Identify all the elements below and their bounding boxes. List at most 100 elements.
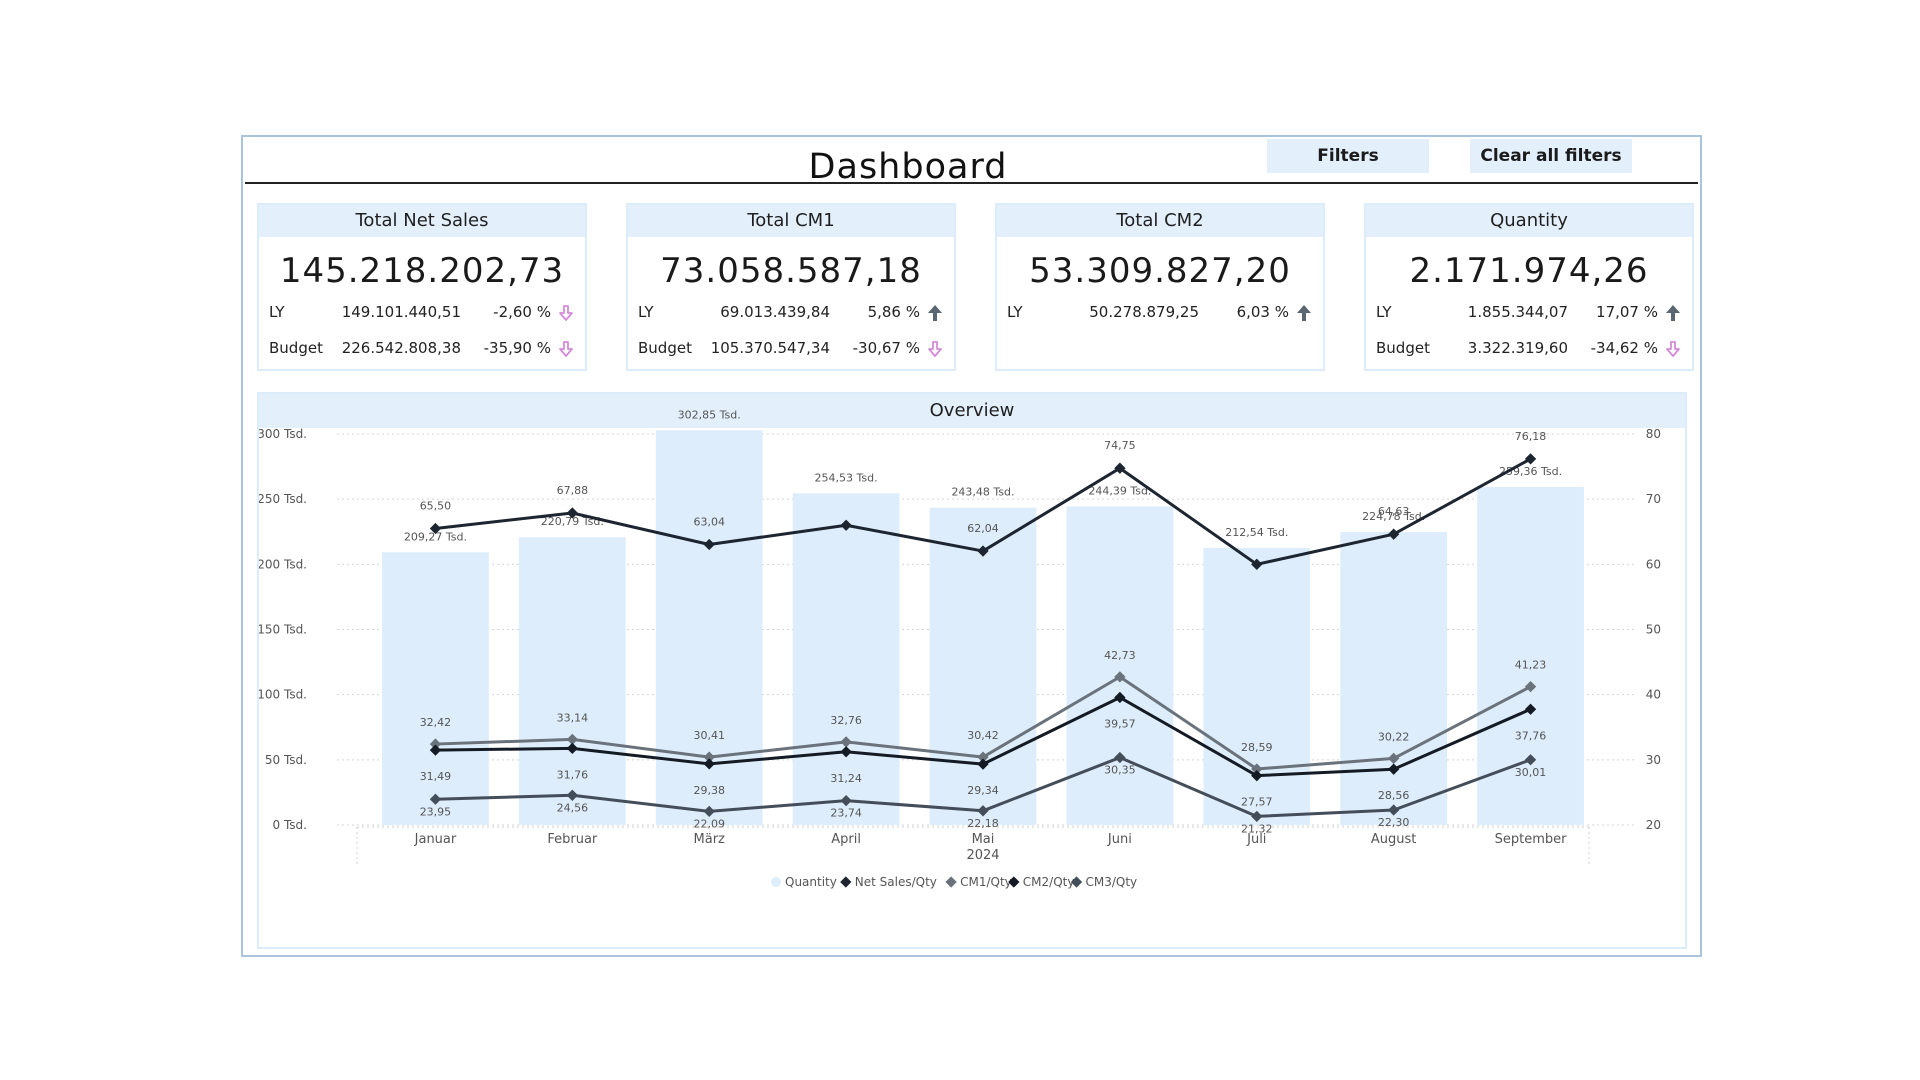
kpi-budget-value: 105.370.547,34 (710, 339, 830, 357)
legend-label: CM1/Qty (960, 875, 1012, 889)
line-data-label: 41,23 (1515, 659, 1547, 672)
line-marker (1251, 810, 1263, 823)
legend-marker-quantity (771, 877, 781, 887)
line-data-label: 22,09 (693, 817, 725, 830)
kpi-ly-label: LY (1376, 303, 1392, 321)
bar-quantity (1203, 547, 1311, 825)
x-tick-label: April (831, 832, 861, 847)
line-marker (429, 793, 442, 805)
bar-data-label: 254,53 Tsd. (815, 471, 878, 484)
bar-quantity (1066, 506, 1174, 825)
bar-quantity (518, 537, 626, 825)
trend-down-icon (559, 305, 573, 321)
kpi-ly-label: LY (638, 303, 654, 321)
kpi-value: 73.058.587,18 (660, 251, 922, 291)
line-data-label: 37,76 (1515, 729, 1547, 742)
line-marker (429, 522, 442, 535)
x-tick-label: März (694, 832, 726, 847)
legend-marker-cm1-qty (945, 876, 957, 888)
y-left-tick-label: 300 Tsd. (259, 427, 307, 441)
line-data-label: 30,22 (1378, 730, 1410, 743)
x-tick-label: Juni (1107, 832, 1132, 847)
line-data-label: 28,56 (1378, 789, 1410, 802)
trend-down-icon (559, 341, 573, 357)
line-data-label: 33,14 (557, 711, 589, 724)
trend-up-icon (928, 305, 942, 321)
line-marker (1114, 671, 1126, 683)
trend-up-icon (1297, 305, 1311, 321)
line-marker (840, 746, 852, 758)
y-left-tick-label: 0 Tsd. (273, 818, 307, 832)
kpi-card-quantity[interactable]: Quantity 2.171.974,26 LY 1.855.344,07 17… (1364, 203, 1694, 371)
bar-data-label: 212,54 Tsd. (1225, 526, 1288, 539)
kpi-value: 2.171.974,26 (1409, 251, 1649, 291)
filters-button[interactable]: Filters (1267, 139, 1429, 173)
line-marker (1524, 453, 1537, 465)
kpi-value: 145.218.202,73 (279, 251, 565, 291)
line-data-label: 65,50 (420, 499, 452, 512)
line-data-label: 67,88 (557, 484, 589, 497)
kpi-budget-value: 3.322.319,60 (1467, 339, 1568, 357)
y-right-tick-label: 80 (1646, 427, 1661, 441)
line-marker (977, 751, 989, 763)
line-marker (1251, 763, 1263, 775)
x-tick-label: Mai (972, 832, 995, 847)
y-right-tick-label: 60 (1646, 557, 1661, 571)
chart-title: Overview (259, 394, 1685, 428)
x-group-label: 2024 (966, 848, 999, 863)
kpi-ly-value: 149.101.440,51 (341, 303, 461, 321)
line-data-label: 64,63 (1378, 505, 1410, 518)
line-marker (703, 805, 715, 818)
x-tick-label: September (1495, 832, 1568, 847)
kpi-ly-percent: 6,03 % (1236, 303, 1289, 321)
line-marker (566, 789, 578, 801)
line-marker (1524, 754, 1537, 766)
kpi-budget-percent: -35,90 % (483, 339, 551, 357)
line-data-label: 29,34 (967, 784, 999, 797)
line-data-label: 31,49 (420, 770, 452, 783)
bar-data-label: 243,48 Tsd. (951, 486, 1014, 499)
y-right-tick-label: 50 (1646, 623, 1661, 637)
y-left-tick-label: 250 Tsd. (259, 492, 307, 506)
line-data-label: 22,30 (1378, 816, 1410, 829)
kpi-value: 53.309.827,20 (1029, 251, 1291, 291)
kpi-budget-row: Budget 226.542.808,38 -35,90 % (269, 339, 575, 361)
page-title: Dashboard (808, 147, 1008, 187)
kpi-card-total-cm2[interactable]: Total CM2 53.309.827,20 LY 50.278.879,25… (995, 203, 1325, 371)
kpi-ly-value: 69.013.439,84 (720, 303, 830, 321)
kpi-card-total-cm1[interactable]: Total CM1 73.058.587,18 LY 69.013.439,84… (626, 203, 956, 371)
clear-all-filters-button[interactable]: Clear all filters (1470, 139, 1632, 173)
line-data-label: 39,57 (1104, 717, 1136, 730)
line-marker (566, 742, 578, 755)
line-marker (840, 519, 852, 531)
kpi-budget-percent: -30,67 % (852, 339, 920, 357)
line-data-label: 30,42 (967, 729, 999, 742)
line-marker (1524, 703, 1537, 715)
y-left-tick-label: 200 Tsd. (259, 557, 307, 571)
y-left-tick-label: 100 Tsd. (259, 688, 307, 702)
kpi-ly-row: LY 50.278.879,25 6,03 % (1007, 303, 1313, 325)
kpi-card-total-net-sales[interactable]: Total Net Sales 145.218.202,73 LY 149.10… (257, 203, 587, 371)
bar-data-label: 224,78 Tsd. (1362, 510, 1425, 523)
trend-down-icon (928, 341, 942, 357)
line-data-label: 62,04 (967, 522, 999, 535)
kpi-ly-percent: 17,07 % (1596, 303, 1658, 321)
y-left-tick-label: 50 Tsd. (265, 753, 307, 767)
kpi-ly-percent: -2,60 % (493, 303, 551, 321)
kpi-ly-row: LY 149.101.440,51 -2,60 % (269, 303, 575, 325)
line-data-label: 63,04 (693, 516, 725, 529)
kpi-title: Quantity (1366, 205, 1692, 237)
overview-chart[interactable]: 0 Tsd. 50 Tsd. 100 Tsd. 150 Tsd. 200 Tsd. 250… (259, 394, 1685, 947)
line-data-label: 23,74 (830, 807, 862, 820)
line-data-label: 22,18 (967, 817, 999, 830)
line-marker (1524, 680, 1537, 693)
line-data-label: 32,76 (830, 714, 862, 727)
dashboard-frame: Dashboard Filters Clear all filters Tota… (241, 135, 1702, 957)
kpi-ly-label: LY (1007, 303, 1023, 321)
bar-data-label: 302,85 Tsd. (678, 408, 741, 421)
line-marker (429, 744, 442, 756)
legend-marker-cm3-qty (1070, 876, 1083, 888)
bar-quantity (929, 507, 1037, 825)
line-marker (840, 794, 852, 807)
kpi-budget-row: Budget 3.322.319,60 -34,62 % (1376, 339, 1682, 361)
